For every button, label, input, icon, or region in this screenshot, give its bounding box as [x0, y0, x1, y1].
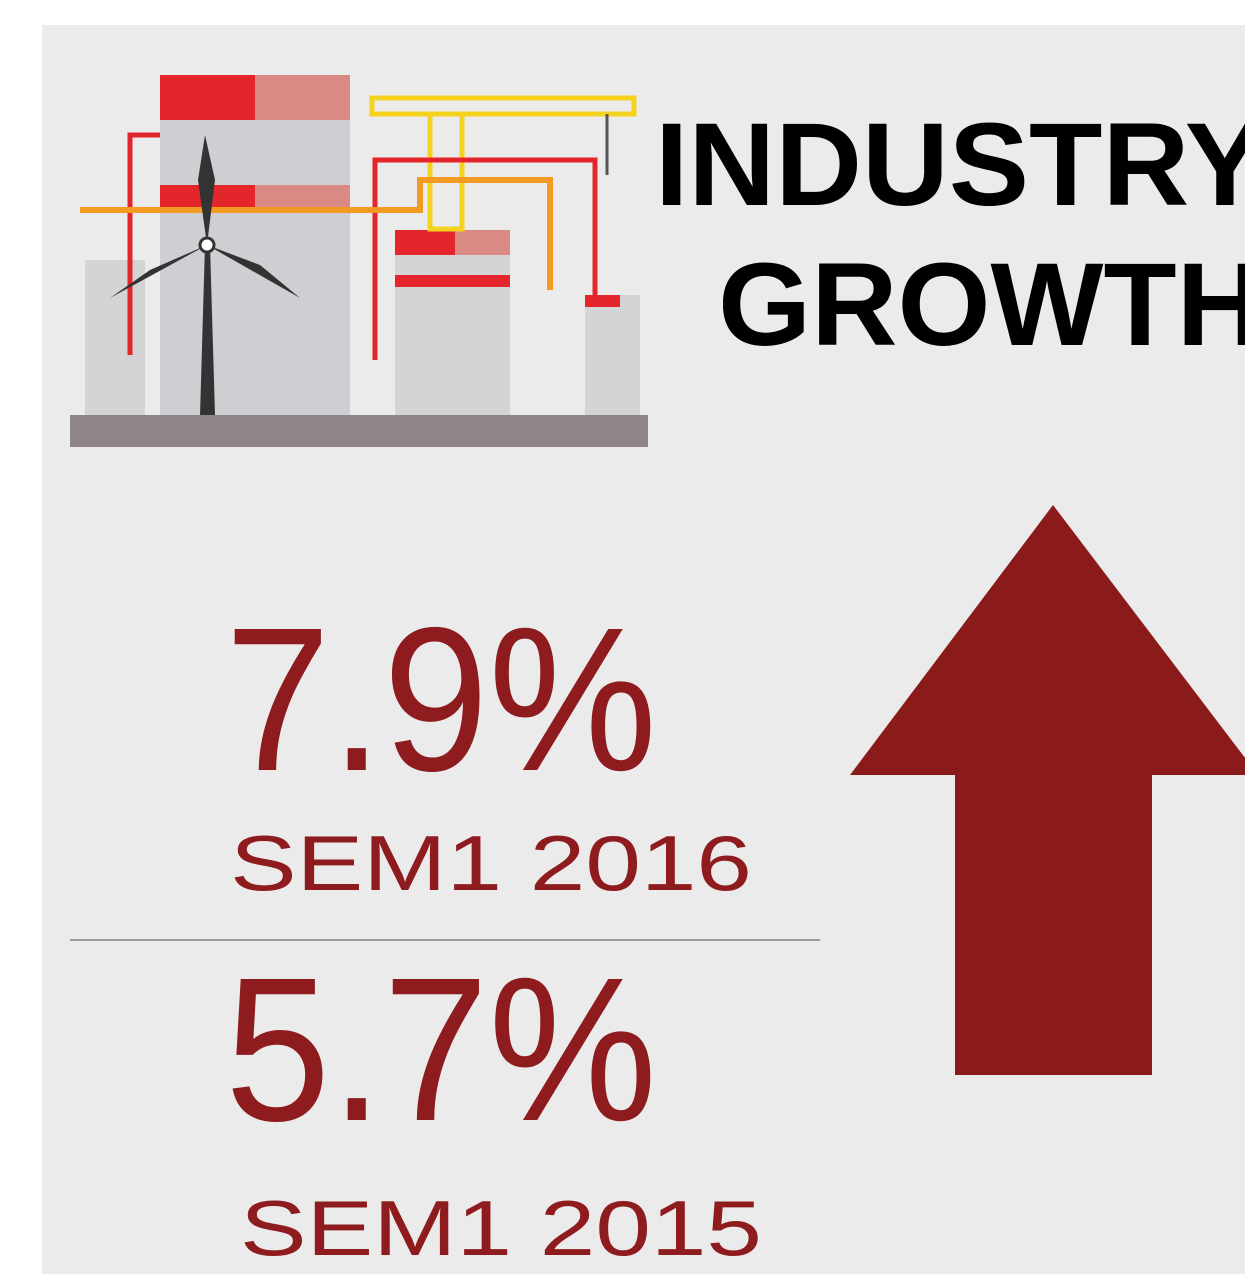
stat-value: 7.9% [225, 585, 657, 814]
factory-icon [70, 75, 648, 447]
stat-value: 5.7% [225, 935, 657, 1164]
up-arrow [850, 505, 1245, 1075]
stat-period: SEM1 2015 [240, 1184, 762, 1272]
title-line: INDUSTRY [655, 99, 1245, 231]
stat-period: SEM1 2016 [230, 819, 752, 907]
title-line: GROWTH [718, 239, 1245, 371]
